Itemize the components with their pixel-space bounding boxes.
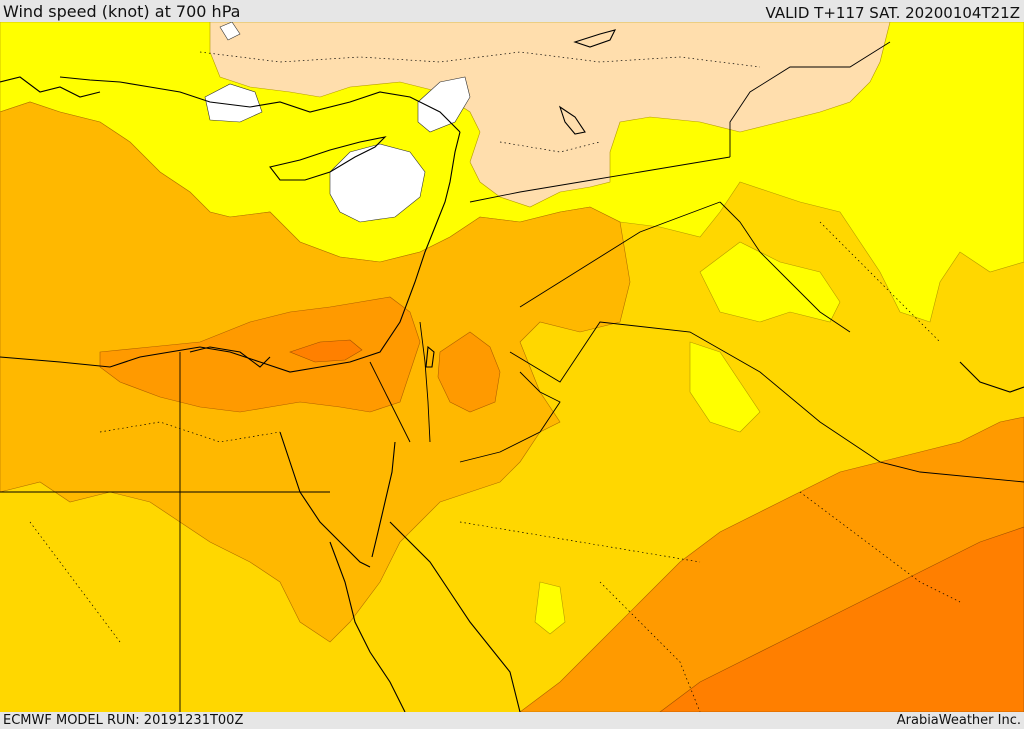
border-iraq-iran [719,201,851,333]
coast-red-sea-west [329,541,406,712]
coast-gulf-aqaba [371,441,396,558]
borders [0,41,1024,712]
coast-red-sea-east [389,521,521,712]
credit-text: ArabiaWeather Inc. [896,713,1021,728]
coast-dead-sea [425,345,435,368]
field-strong-core [289,339,363,363]
border-jordan-israel [419,321,431,443]
map-canvas [0,22,1024,712]
coast-persian-gulf [959,361,1024,393]
field-light-iraq [689,341,761,433]
internal-borders [29,51,961,712]
coast-aegean [0,76,101,98]
coast-turkey-south [59,76,461,133]
header-bar: Wind speed (knot) at 700 hPa VALID T+117… [0,0,1024,22]
field-very-strong [659,526,1024,712]
border-iraq-saudi [509,321,1024,483]
coast-caspian-lake [558,105,586,135]
field-very-light [209,22,891,208]
field-light-saudi [534,581,566,635]
coast-cyprus [269,136,387,181]
coast-nile-delta [189,346,271,368]
border-syria-iraq [519,201,721,308]
border-israel-egypt [369,361,411,443]
map-title: Wind speed (knot) at 700 hPa [3,2,241,21]
model-run: ECMWF MODEL RUN: 20191231T00Z [3,713,244,728]
border-turkey-east [729,41,891,157]
coast-mediterranean-south [0,131,461,373]
border-jordan-saudi [459,371,561,463]
coast-black-sea [573,29,617,48]
field-calm-north [417,76,471,133]
field-calm-cyprus [329,143,426,223]
wind-speed-map [0,22,1024,712]
coastlines [0,29,1024,712]
field-calm-aegean [219,22,241,41]
field-calm-west [204,83,263,123]
coast-gulf-suez [279,431,371,568]
footer-bar: ECMWF MODEL RUN: 20191231T00Z ArabiaWeat… [0,712,1024,729]
valid-time: VALID T+117 SAT. 20200104T21Z [765,4,1020,22]
field-strong-jordan [437,331,501,413]
border-turkey-syria [469,156,731,203]
